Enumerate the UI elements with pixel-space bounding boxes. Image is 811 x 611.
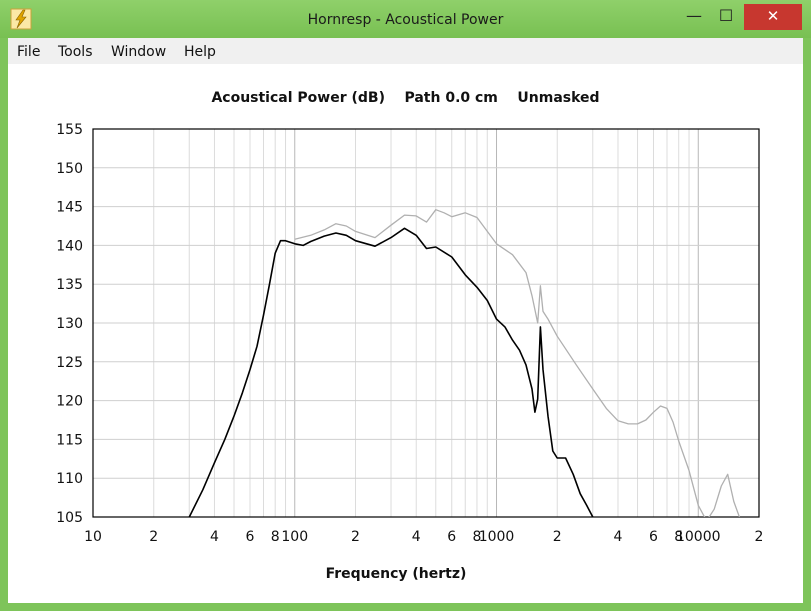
- x-tick-label: 4: [614, 529, 623, 545]
- plot-frame: [92, 128, 760, 518]
- x-tick-label: 2: [755, 529, 764, 545]
- y-tick-label: 125: [56, 355, 83, 371]
- y-tick-label: 130: [56, 316, 83, 332]
- menu-tools[interactable]: Tools: [58, 44, 93, 60]
- x-tick-label: 2: [351, 529, 360, 545]
- x-tick-label: 1000: [479, 529, 515, 545]
- y-tick-label: 155: [56, 122, 83, 138]
- close-button[interactable]: ✕: [744, 4, 802, 30]
- menu-window[interactable]: Window: [111, 44, 167, 60]
- y-tick-label: 110: [56, 471, 83, 487]
- menu-bar: File Tools Window Help: [8, 38, 803, 64]
- maximize-button[interactable]: ☐: [718, 6, 734, 25]
- plot-area: [8, 64, 803, 603]
- x-tick-label: 6: [447, 529, 456, 545]
- x-tick-label: 10: [84, 529, 102, 545]
- x-tick-label: 6: [246, 529, 255, 545]
- client-area: File Tools Window Help Acoustical Power …: [8, 38, 803, 603]
- menu-file[interactable]: File: [17, 44, 41, 60]
- lightning-bolt-icon: [10, 8, 32, 30]
- x-tick-label: 8: [674, 529, 683, 545]
- x-tick-label: 8: [472, 529, 481, 545]
- x-tick-label: 6: [649, 529, 658, 545]
- series-line-grey: [294, 209, 741, 517]
- x-tick-label: 2: [149, 529, 158, 545]
- window-title: Hornresp - Acoustical Power: [307, 12, 504, 28]
- menu-help[interactable]: Help: [184, 44, 216, 60]
- x-tick-label: 8: [271, 529, 280, 545]
- x-tick-label: 100: [281, 529, 308, 545]
- x-tick-label: 4: [412, 529, 421, 545]
- minimize-button[interactable]: —: [686, 6, 702, 25]
- chart-title: Acoustical Power (dB) Path 0.0 cm Unmask…: [211, 90, 600, 106]
- y-tick-label: 135: [56, 277, 83, 293]
- y-tick-label: 145: [56, 200, 83, 216]
- x-axis-label: Frequency (hertz): [326, 566, 467, 582]
- y-tick-label: 140: [56, 238, 83, 254]
- title-bar[interactable]: Hornresp - Acoustical Power — ☐ ✕: [0, 0, 811, 38]
- series-line-black: [188, 227, 594, 517]
- y-tick-label: 115: [56, 432, 83, 448]
- y-tick-label: 150: [56, 161, 83, 177]
- x-tick-label: 4: [210, 529, 219, 545]
- y-tick-label: 105: [56, 510, 83, 526]
- x-tick-label: 2: [553, 529, 562, 545]
- y-tick-label: 120: [56, 394, 83, 410]
- x-tick-label: 10000: [676, 529, 721, 545]
